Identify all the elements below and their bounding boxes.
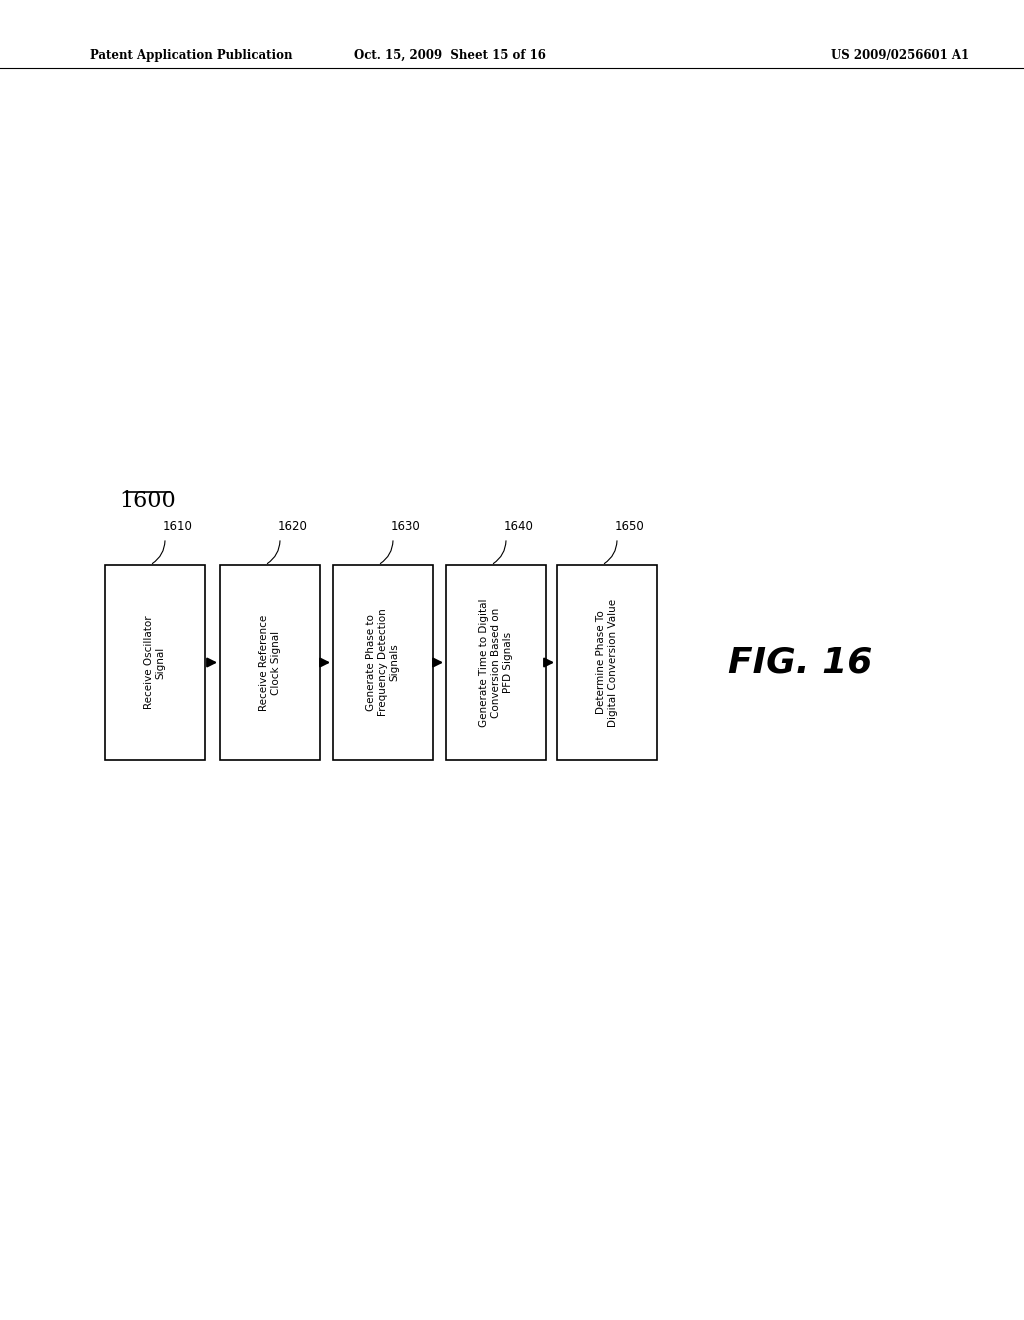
Text: 1610: 1610 — [163, 520, 193, 533]
Text: 1630: 1630 — [391, 520, 421, 533]
Text: Receive Reference
Clock Signal: Receive Reference Clock Signal — [259, 614, 281, 710]
Text: Oct. 15, 2009  Sheet 15 of 16: Oct. 15, 2009 Sheet 15 of 16 — [354, 49, 546, 62]
Text: 1600: 1600 — [120, 490, 176, 512]
Bar — [446, 565, 546, 760]
Text: US 2009/0256601 A1: US 2009/0256601 A1 — [830, 49, 969, 62]
Text: Receive Oscillator
Signal: Receive Oscillator Signal — [144, 615, 166, 709]
Text: Generate Phase to
Frequency Detection
Signals: Generate Phase to Frequency Detection Si… — [367, 609, 399, 717]
Text: 1620: 1620 — [278, 520, 308, 533]
Text: Generate Time to Digital
Conversion Based on
PFD Signals: Generate Time to Digital Conversion Base… — [479, 598, 513, 727]
Text: Patent Application Publication: Patent Application Publication — [90, 49, 293, 62]
Text: FIG. 16: FIG. 16 — [728, 645, 872, 680]
Text: Determine Phase To
Digital Conversion Value: Determine Phase To Digital Conversion Va… — [596, 598, 617, 726]
Bar — [220, 565, 319, 760]
Text: 1640: 1640 — [504, 520, 534, 533]
Bar — [105, 565, 205, 760]
Bar — [557, 565, 657, 760]
Bar — [333, 565, 433, 760]
Text: 1650: 1650 — [615, 520, 645, 533]
